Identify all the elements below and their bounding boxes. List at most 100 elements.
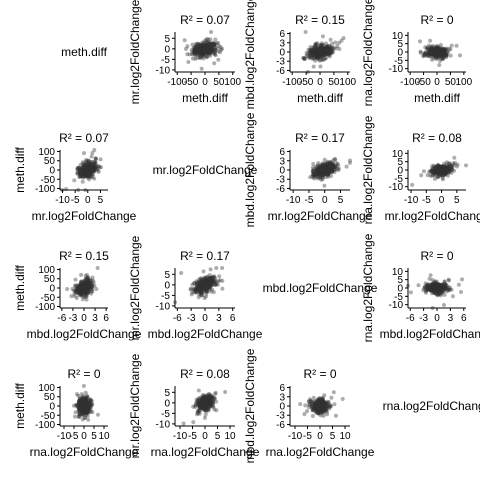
scatter-point xyxy=(201,269,206,274)
x-tick-label: -6 xyxy=(57,313,66,324)
x-tick-label: 10 xyxy=(98,431,110,442)
scatter-point xyxy=(92,167,97,171)
scatter-point xyxy=(206,45,210,50)
scatter-point xyxy=(86,170,91,175)
scatter-point xyxy=(438,47,443,52)
scatter-point xyxy=(204,47,209,52)
scatter-point xyxy=(321,48,326,53)
scatter-point xyxy=(206,45,210,50)
scatter-point xyxy=(442,54,447,59)
scatter-point xyxy=(321,47,326,52)
scatter-point xyxy=(210,46,215,51)
scatter-point xyxy=(193,47,198,52)
scatter-point xyxy=(79,174,84,178)
scatter-point xyxy=(436,55,441,60)
scatter-point xyxy=(207,47,211,52)
scatter-point xyxy=(205,37,210,41)
scatter-point xyxy=(82,170,87,175)
scatter-point xyxy=(198,46,203,51)
scatter-point xyxy=(315,51,320,56)
scatter-point xyxy=(318,48,323,53)
scatter-point xyxy=(311,47,316,51)
scatter-point xyxy=(325,52,330,57)
scatter-point xyxy=(441,50,446,55)
scatter-point xyxy=(441,50,446,55)
scatter-point xyxy=(440,54,445,59)
scatter-point xyxy=(81,384,86,388)
scatter-point xyxy=(82,166,86,170)
scatter-point xyxy=(201,392,206,397)
scatter-point xyxy=(329,395,334,400)
scatter-point xyxy=(433,53,438,58)
scatter-point xyxy=(319,43,324,48)
scatter-point xyxy=(439,50,444,54)
scatter-point xyxy=(432,47,436,52)
scatter-point xyxy=(313,50,318,55)
scatter-point xyxy=(311,51,316,56)
x-tick-label: -10 xyxy=(173,431,188,442)
scatter-point xyxy=(203,45,208,50)
scatter-point xyxy=(322,49,327,54)
scatter-point xyxy=(418,39,422,44)
scatter-point xyxy=(200,49,205,53)
y-tick-label: -6 xyxy=(276,66,285,77)
scatter-point xyxy=(200,282,205,287)
scatter-point xyxy=(418,50,423,55)
scatter-point xyxy=(94,165,98,169)
scatter-point xyxy=(83,169,88,174)
scatter-point xyxy=(433,50,438,55)
scatter-point xyxy=(427,47,431,52)
scatter-point xyxy=(199,45,204,50)
scatter-point xyxy=(85,168,90,173)
scatter-point xyxy=(431,55,436,60)
scatter-point xyxy=(318,49,323,54)
scatter-point xyxy=(306,47,311,52)
scatter-point xyxy=(438,47,443,52)
scatter-point xyxy=(428,50,433,55)
scatter-point xyxy=(315,47,320,52)
scatter-point xyxy=(218,50,222,55)
scatter-point xyxy=(322,49,327,54)
scatter-point xyxy=(429,51,434,56)
scatter-point xyxy=(197,46,202,50)
scatter-point xyxy=(431,48,436,52)
x-tick-label: -5 xyxy=(70,431,79,442)
scatter-point xyxy=(217,274,222,279)
scatter-point xyxy=(200,46,205,51)
scatter-point xyxy=(310,414,315,418)
scatter-point xyxy=(91,168,96,173)
scatter-point xyxy=(434,49,439,54)
scatter-point xyxy=(88,169,92,174)
x-axis-label: mr.log2FoldChange xyxy=(32,209,137,223)
scatter-point xyxy=(78,171,83,175)
scatter-point xyxy=(444,55,449,60)
scatter-point xyxy=(85,167,90,172)
scatter-point xyxy=(85,172,90,177)
scatter-point xyxy=(335,44,340,49)
scatter-point xyxy=(205,396,210,401)
scatter-point xyxy=(435,47,440,52)
scatter-point xyxy=(431,47,436,52)
scatter-point xyxy=(201,49,206,54)
scatter-point xyxy=(308,48,313,53)
scatter-point xyxy=(434,55,439,60)
scatter-point xyxy=(207,40,211,45)
x-tick-label: 0 xyxy=(202,313,208,324)
scatter-point xyxy=(211,42,215,47)
scatter-point xyxy=(202,47,207,52)
scatter-point xyxy=(319,48,324,53)
scatter-point xyxy=(428,50,432,55)
scatter-point xyxy=(425,287,430,292)
scatter-point xyxy=(204,54,209,59)
scatter-point xyxy=(200,51,205,56)
scatter-point xyxy=(321,47,326,52)
scatter-point xyxy=(81,160,85,165)
scatter-point xyxy=(195,41,200,46)
scatter-point xyxy=(430,49,434,54)
scatter-point xyxy=(322,53,327,58)
x-tick-label: -5 xyxy=(71,195,80,206)
scatter-point xyxy=(78,162,83,167)
x-tick-label: -5 xyxy=(188,431,197,442)
scatter-point xyxy=(199,50,204,55)
